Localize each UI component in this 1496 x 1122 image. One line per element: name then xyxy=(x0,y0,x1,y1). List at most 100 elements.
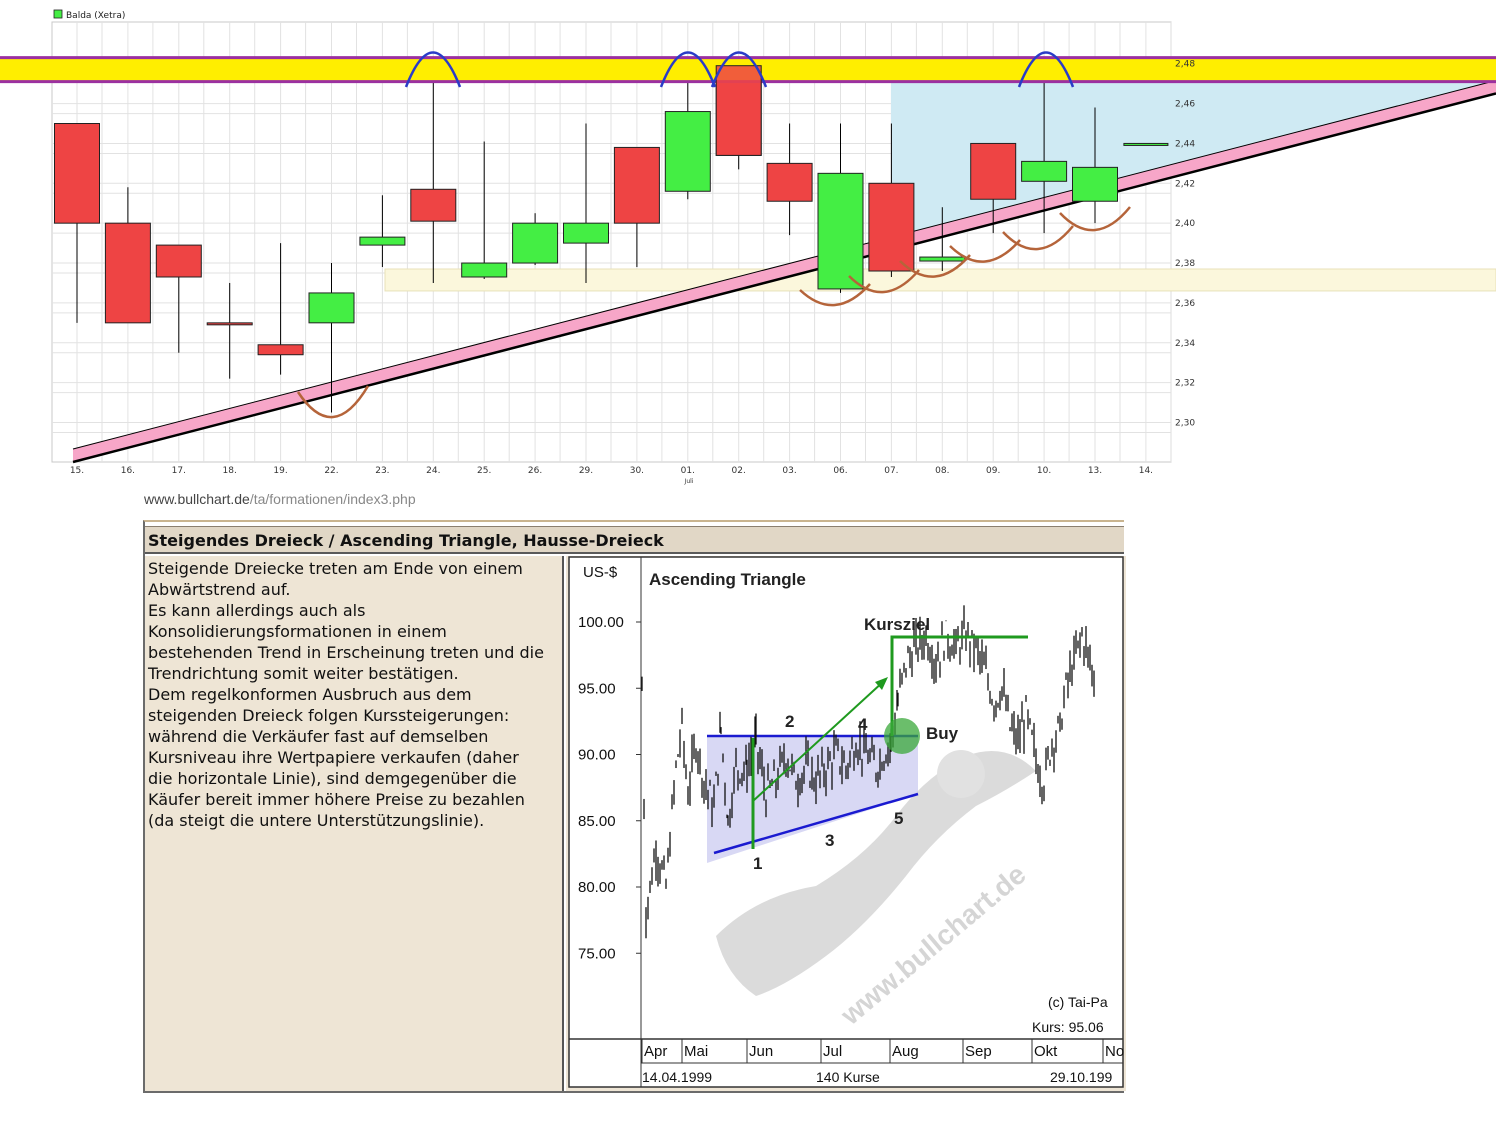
panel-title: Steigendes Dreieck / Ascending Triangle,… xyxy=(145,526,1124,554)
y-tick-label: 2,30 xyxy=(1175,419,1195,429)
source-url-host[interactable]: www.bullchart.de xyxy=(144,491,250,507)
x-tick-label: 06. xyxy=(833,466,847,476)
x-tick-label: 24. xyxy=(426,466,440,476)
description-line: Abwärtstrend auf. xyxy=(148,580,291,599)
figure-month-label: Apr xyxy=(644,1043,667,1060)
candle-body xyxy=(512,222,559,264)
breakout-arrow xyxy=(752,680,885,802)
bottom-cup xyxy=(949,239,1021,263)
figure-start-date: 14.04.1999 xyxy=(642,1069,712,1085)
candle-body xyxy=(664,111,711,192)
ascending-triangle-svg: US-$ Ascending Triangle 100.00 95.00 90.00 85… xyxy=(568,556,1124,1088)
target-line xyxy=(890,635,1028,736)
x-tick-label: 18. xyxy=(223,466,237,476)
candle xyxy=(308,263,355,413)
x-axis: 15. 16. 17. 18. 19. 22. 23. 24. 25. 26. 29. 30. 01. 0… xyxy=(70,466,1153,485)
top-arch xyxy=(659,51,717,88)
top-arch xyxy=(1017,51,1075,88)
figure-month-label: Sep xyxy=(965,1043,992,1060)
candle-body xyxy=(1021,160,1068,182)
x-tick-label: 26. xyxy=(528,466,542,476)
candle xyxy=(104,187,151,324)
x-tick-label: 17. xyxy=(172,466,186,476)
annotation-1: 1 xyxy=(753,854,762,873)
figure-month-label: Jun xyxy=(749,1043,773,1060)
candle xyxy=(54,123,100,323)
candle xyxy=(1072,107,1118,224)
figure-end-date: 29.10.199 xyxy=(1050,1069,1112,1085)
legend-swatch xyxy=(53,9,63,19)
candle xyxy=(206,282,253,379)
candle xyxy=(664,67,711,200)
description-line: die horizontale Linie), sind demgegenübe… xyxy=(148,769,517,788)
formation-panel: Steigendes Dreieck / Ascending Triangle,… xyxy=(143,520,1126,1093)
x-tick-label: 03. xyxy=(782,466,796,476)
watermark-head xyxy=(937,750,985,798)
figure-y-tick-label: 80.00 xyxy=(578,879,616,896)
candle xyxy=(613,146,660,268)
balda-candlestick-chart: 2,30 2,32 2,34 2,36 2,38 2,40 2,42 2,44 2,46 2,48… xyxy=(0,9,1496,485)
figure-y-unit: US-$ xyxy=(583,564,618,581)
price-series xyxy=(641,605,1095,939)
candle xyxy=(410,67,457,283)
candle-body-overlay xyxy=(715,65,762,156)
x-tick-label: 29. xyxy=(579,466,593,476)
bottom-cup xyxy=(848,269,920,294)
y-axis: 2,30 2,32 2,34 2,36 2,38 2,40 2,42 2,44 2,46 2,48 xyxy=(1175,60,1195,429)
candle-body xyxy=(766,162,813,202)
source-url[interactable]: www.bullchart.de/ta/formationen/index3.p… xyxy=(144,491,416,507)
candle xyxy=(766,123,813,236)
top-arch xyxy=(710,51,768,88)
support-trendline-upper xyxy=(72,79,1496,450)
x-tick-label: 13. xyxy=(1088,466,1102,476)
candle-body xyxy=(54,123,100,224)
figure-month-label: No xyxy=(1105,1043,1124,1060)
candle-body xyxy=(257,344,304,356)
bottom-cup xyxy=(799,283,871,307)
candle xyxy=(1021,67,1068,234)
description-line: steigenden Dreieck folgen Kurssteigerung… xyxy=(148,706,510,725)
y-tick-label: 2,32 xyxy=(1175,379,1195,389)
figure-month-label: Jul xyxy=(823,1043,842,1060)
description-line: Steigende Dreiecke treten am Ende von ei… xyxy=(148,559,523,578)
figure-month-label: Mai xyxy=(684,1043,708,1060)
trend-band xyxy=(73,80,1496,463)
y-tick-label: 2,44 xyxy=(1175,139,1195,149)
figure-y-tick-label: 95.00 xyxy=(578,680,616,697)
bottom-cup xyxy=(1059,206,1131,232)
candle xyxy=(512,213,559,266)
x-tick-label: 07. xyxy=(884,466,898,476)
figure-copyright: (c) Tai-Pa xyxy=(1048,994,1108,1010)
support-bottoms xyxy=(296,206,1131,419)
description-line: Käufer bereit immer höhere Preise zu bez… xyxy=(148,790,525,809)
support-trendline xyxy=(72,92,1496,464)
description-line: Es kann allerdings auch als xyxy=(148,601,366,620)
figure-frame xyxy=(568,556,1124,1088)
candle-body xyxy=(919,256,966,262)
x-tick-label: 19. xyxy=(273,466,287,476)
figure-month-label: Aug xyxy=(892,1043,919,1060)
candle-body xyxy=(461,262,508,278)
bottom-cup xyxy=(1002,225,1074,251)
description-line: Konsolidierungsformationen in einem xyxy=(148,622,447,641)
candle-body xyxy=(308,292,355,324)
support-zone xyxy=(384,268,1496,292)
source-url-path[interactable]: /ta/formationen/index3.php xyxy=(249,491,416,507)
figure-y-tick-label: 75.00 xyxy=(578,945,616,962)
support-line xyxy=(713,792,919,855)
y-tick-label: 2,40 xyxy=(1175,219,1195,229)
candle xyxy=(257,243,304,375)
candle xyxy=(868,123,915,277)
candle-body xyxy=(563,222,609,244)
candle-body xyxy=(868,182,915,272)
candle-body xyxy=(410,188,457,222)
x-month-label: Juli xyxy=(684,478,694,485)
candle xyxy=(563,123,609,283)
annotation-2: 2 xyxy=(785,712,794,731)
candle xyxy=(359,195,406,268)
plot-area xyxy=(0,21,1496,464)
candle xyxy=(817,123,864,293)
annotation-3: 3 xyxy=(825,831,834,850)
panel-description: Steigende Dreiecke treten am Ende von ei… xyxy=(145,556,564,1091)
description-line: bestehenden Trend in Erscheinung treten … xyxy=(148,643,544,662)
